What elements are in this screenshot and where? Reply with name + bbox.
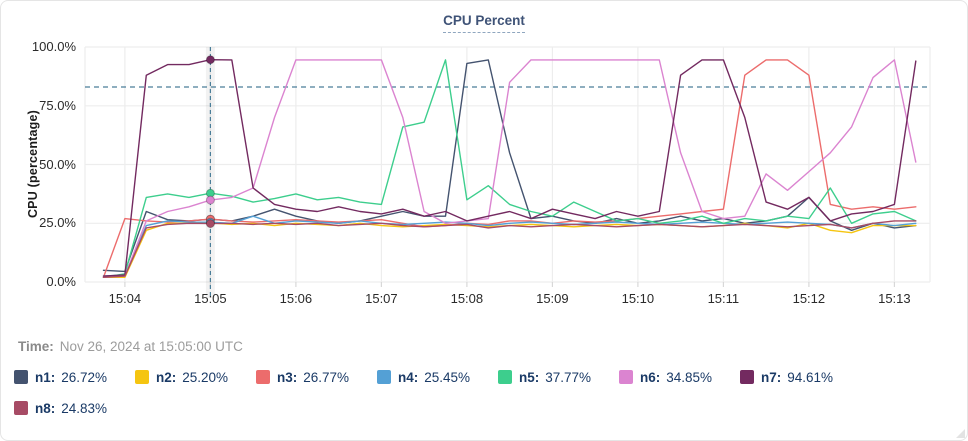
legend-swatch-icon bbox=[740, 370, 754, 384]
legend-series-value: 24.83% bbox=[61, 400, 108, 416]
legend-series-value: 26.77% bbox=[303, 369, 350, 385]
y-tick-label: 100.0% bbox=[31, 39, 76, 54]
series-line-n5[interactable] bbox=[102, 59, 917, 278]
crosshair-band bbox=[205, 47, 215, 298]
chart-header: CPU Percent bbox=[0, 12, 968, 33]
marker-dot-n8 bbox=[205, 219, 215, 229]
legend-swatch-icon bbox=[256, 370, 270, 384]
x-tick-label: 15:12 bbox=[792, 291, 826, 306]
y-tick-label: 50.0% bbox=[39, 156, 76, 172]
legend-item-n8[interactable]: n8: 24.83% bbox=[14, 398, 135, 418]
legend-swatch-icon bbox=[498, 370, 512, 384]
y-tick-label: 25.0% bbox=[39, 215, 76, 231]
legend-series-name: n1: bbox=[35, 369, 56, 385]
legend-swatch-icon bbox=[14, 370, 28, 384]
x-tick-label: 15:06 bbox=[279, 291, 313, 306]
legend-series-name: n7: bbox=[761, 369, 782, 385]
legend-series-name: n2: bbox=[156, 369, 177, 385]
series-line-n4[interactable] bbox=[102, 215, 917, 277]
series-line-n2[interactable] bbox=[102, 222, 917, 278]
plot-area[interactable]: CPU (percentage) 0.0% 25.0% 50.0% 75.0% 100.… bbox=[0, 0, 968, 315]
legend-series-value: 25.45% bbox=[424, 369, 471, 385]
legend-item-n4[interactable]: n4: 25.45% bbox=[377, 367, 498, 387]
y-tick-label: 0.0% bbox=[46, 274, 76, 289]
legend-swatch-icon bbox=[619, 370, 633, 384]
legend-swatch-icon bbox=[377, 370, 391, 384]
legend-swatch-icon bbox=[135, 370, 149, 384]
time-row: Time: Nov 26, 2024 at 15:05:00 UTC bbox=[18, 339, 243, 354]
series-line-n1[interactable] bbox=[102, 59, 917, 273]
plot-svg[interactable] bbox=[0, 0, 968, 315]
series-line-n3[interactable] bbox=[102, 59, 917, 278]
x-tick-label: 15:04 bbox=[108, 291, 142, 306]
legend-series-name: n6: bbox=[640, 369, 661, 385]
x-tick-label: 15:11 bbox=[707, 291, 740, 306]
legend-series-name: n5: bbox=[519, 369, 540, 385]
marker-dot-n7 bbox=[205, 55, 215, 65]
legend-item-n2[interactable]: n2: 25.20% bbox=[135, 367, 256, 387]
marker-dot-n6 bbox=[205, 195, 215, 205]
series-line-n6[interactable] bbox=[102, 59, 917, 278]
x-tick-label: 15:13 bbox=[878, 291, 911, 306]
y-tick-label: 75.0% bbox=[39, 97, 76, 113]
legend-series-name: n8: bbox=[35, 400, 56, 416]
legend-item-n6[interactable]: n6: 34.85% bbox=[619, 367, 740, 387]
series-line-n7[interactable] bbox=[102, 59, 917, 277]
legend-series-value: 94.61% bbox=[787, 369, 834, 385]
legend-series-value: 26.72% bbox=[61, 369, 108, 385]
legend-item-n1[interactable]: n1: 26.72% bbox=[14, 367, 135, 387]
legend-series-value: 25.20% bbox=[182, 369, 229, 385]
legend-swatch-icon bbox=[14, 401, 28, 415]
chart-title[interactable]: CPU Percent bbox=[443, 13, 525, 33]
legend-series-name: n3: bbox=[277, 369, 298, 385]
legend-series-name: n4: bbox=[398, 369, 419, 385]
legend-series-value: 37.77% bbox=[545, 369, 592, 385]
legend-item-n3[interactable]: n3: 26.77% bbox=[256, 367, 377, 387]
x-tick-label: 15:05 bbox=[194, 291, 227, 306]
series-line-n8[interactable] bbox=[102, 220, 917, 278]
x-tick-label: 15:09 bbox=[536, 291, 569, 306]
legend-item-n7[interactable]: n7: 94.61% bbox=[740, 367, 861, 387]
x-tick-label: 15:07 bbox=[365, 291, 398, 306]
legend-item-n5[interactable]: n5: 37.77% bbox=[498, 367, 619, 387]
legend-series-value: 34.85% bbox=[666, 369, 713, 385]
resize-grip-icon[interactable] bbox=[956, 429, 965, 438]
legend: n1: 26.72% n2: 25.20% n3: 26.77% n4: 25.45% n5: 3… bbox=[14, 367, 958, 429]
x-tick-label: 15:08 bbox=[450, 291, 484, 306]
x-tick-label: 15:10 bbox=[621, 291, 655, 306]
time-label: Time: bbox=[18, 339, 54, 354]
time-value: Nov 26, 2024 at 15:05:00 UTC bbox=[59, 339, 243, 354]
